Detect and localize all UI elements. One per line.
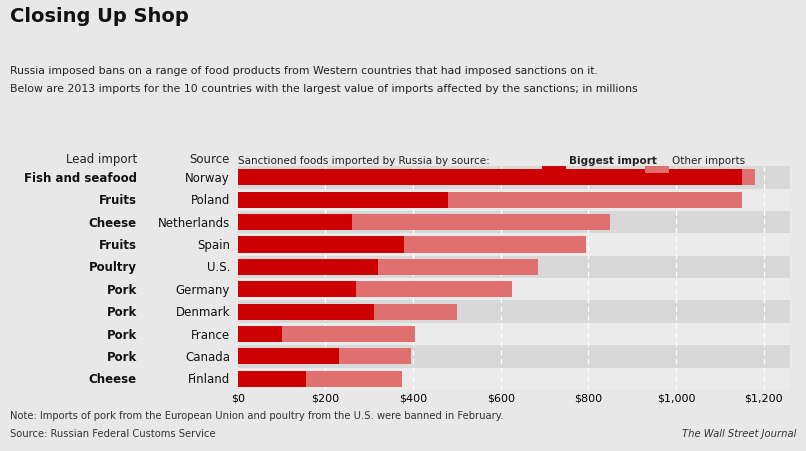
Bar (238, 259, 538, 276)
Bar (0, 368, 790, 390)
Bar (238, 192, 448, 208)
Text: Closing Up Shop: Closing Up Shop (10, 7, 189, 26)
Bar (238, 215, 610, 231)
Text: Finland: Finland (188, 373, 230, 386)
Bar (238, 304, 374, 320)
Text: The Wall Street Journal: The Wall Street Journal (682, 428, 796, 438)
Text: Poultry: Poultry (89, 261, 137, 274)
Text: Source: Source (189, 153, 230, 166)
Text: Lead import: Lead import (66, 153, 137, 166)
Text: Pork: Pork (106, 283, 137, 296)
Text: Other imports: Other imports (671, 156, 745, 166)
Text: Canada: Canada (185, 350, 230, 363)
Text: Source: Russian Federal Customs Service: Source: Russian Federal Customs Service (10, 428, 215, 438)
Bar (238, 281, 356, 298)
Bar (238, 371, 305, 387)
Bar (238, 259, 378, 276)
Bar (646, 165, 669, 173)
Bar (238, 349, 411, 365)
Bar (0, 212, 790, 234)
Text: Russia imposed bans on a range of food products from Western countries that had : Russia imposed bans on a range of food p… (10, 65, 597, 75)
Text: Pork: Pork (106, 328, 137, 341)
Bar (238, 170, 742, 186)
Text: Spain: Spain (197, 239, 230, 252)
Text: Norway: Norway (185, 171, 230, 184)
Text: Sanctioned foods imported by Russia by source:: Sanctioned foods imported by Russia by s… (238, 156, 489, 166)
Text: Cheese: Cheese (89, 373, 137, 386)
Bar (0, 301, 790, 323)
Text: Germany: Germany (176, 283, 230, 296)
Text: Cheese: Cheese (89, 216, 137, 229)
Text: Netherlands: Netherlands (158, 216, 230, 229)
Text: Denmark: Denmark (176, 305, 230, 318)
Bar (238, 237, 405, 253)
Bar (238, 371, 402, 387)
Bar (238, 281, 512, 298)
Text: Poland: Poland (190, 194, 230, 207)
Bar (0, 167, 790, 189)
Bar (238, 326, 281, 342)
Text: Pork: Pork (106, 305, 137, 318)
Bar (0, 345, 790, 368)
Bar (238, 237, 586, 253)
Bar (0, 278, 790, 301)
Text: Note: Imports of pork from the European Union and poultry from the U.S. were ban: Note: Imports of pork from the European … (10, 410, 503, 420)
Bar (0, 234, 790, 256)
Text: Fruits: Fruits (99, 194, 137, 207)
Text: Below are 2013 imports for the 10 countries with the largest value of imports af: Below are 2013 imports for the 10 countr… (10, 83, 638, 93)
Bar (0, 189, 790, 212)
Text: Biggest import: Biggest import (568, 156, 656, 166)
Bar (0, 323, 790, 345)
Text: Fruits: Fruits (99, 239, 137, 252)
Bar (238, 326, 415, 342)
Bar (0, 256, 790, 278)
Bar (238, 304, 457, 320)
Text: U.S.: U.S. (206, 261, 230, 274)
Bar (542, 165, 567, 173)
Bar (238, 349, 339, 365)
Text: Pork: Pork (106, 350, 137, 363)
Text: Fish and seafood: Fish and seafood (24, 171, 137, 184)
Bar (238, 170, 755, 186)
Text: France: France (191, 328, 230, 341)
Bar (238, 215, 351, 231)
Bar (238, 192, 742, 208)
